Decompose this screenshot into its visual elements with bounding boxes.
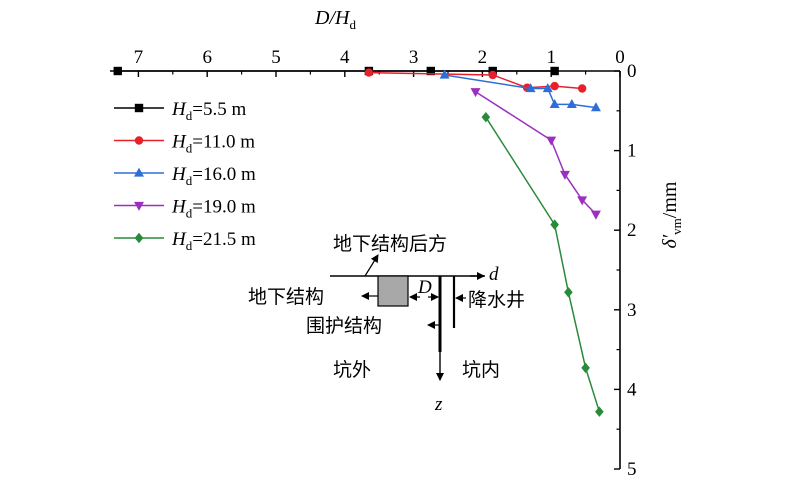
- legend-item: Hd=11.0 m: [114, 132, 255, 156]
- data-point: [488, 70, 497, 80]
- legend-label: Hd=11.0 m: [171, 132, 255, 156]
- data-point: [595, 406, 604, 417]
- series-5: [481, 111, 604, 417]
- inset-diagram: d z D 地下结构后方 地下结构 围护结构 降水井 坑外 坑内: [248, 233, 525, 415]
- legend-label: Hd=16.0 m: [171, 164, 256, 188]
- x-tick-label: 6: [202, 47, 212, 68]
- data-point: [546, 136, 557, 146]
- inset-label-outside-pit: 坑外: [333, 359, 371, 381]
- data-point: [590, 102, 601, 112]
- legend: Hd=5.5 m Hd=11.0 m Hd=16.0 m Hd=19.0 m Hd=21…: [114, 99, 256, 253]
- legend-label: Hd=5.5 m: [171, 99, 246, 123]
- x-tick-label: 4: [340, 47, 350, 68]
- y-axis-title-main: δ′: [659, 234, 681, 248]
- data-point: [364, 68, 374, 77]
- legend-marker: [134, 136, 144, 145]
- data-point: [581, 362, 590, 374]
- inset-arrow-behind-structure: [364, 254, 379, 277]
- legend-marker: [134, 201, 144, 211]
- series-3: [439, 69, 601, 112]
- legend-label: Hd=21.5 m: [171, 229, 256, 253]
- x-tick-label: 1: [546, 47, 556, 68]
- y-tick-label: 0: [627, 61, 637, 82]
- x-tick-label: 0: [615, 47, 625, 68]
- legend-item: Hd=21.5 m: [114, 229, 256, 253]
- y-axis-title-sub: vm: [669, 218, 684, 235]
- y-ticks: 0 1 2 3 4 5: [614, 61, 637, 480]
- legend-label: Hd=19.0 m: [171, 197, 256, 221]
- data-point: [426, 66, 435, 76]
- inset-label-behind-structure: 地下结构后方: [333, 233, 447, 255]
- data-point: [439, 69, 450, 79]
- inset-D-label: D: [417, 277, 432, 298]
- data-point: [577, 84, 587, 93]
- data-point: [549, 99, 560, 109]
- inset-structure-block: [377, 275, 409, 307]
- inset-label-dewatering-well: 降水井: [468, 289, 525, 311]
- inset-label-structure: 地下结构: [248, 286, 324, 308]
- y-tick-label: 3: [627, 300, 637, 321]
- inset-z-axis-label: z: [434, 394, 443, 415]
- y-tick-label: 1: [627, 141, 637, 162]
- series-line: [444, 74, 597, 109]
- data-point: [590, 210, 601, 220]
- inset-d-axis-label: d: [489, 264, 499, 285]
- legend-item: Hd=19.0 m: [114, 197, 256, 221]
- data-point: [564, 287, 573, 298]
- y-tick-label: 5: [627, 459, 637, 480]
- data-point: [470, 88, 481, 98]
- legend-marker: [134, 232, 144, 244]
- data-point: [113, 66, 122, 76]
- data-point: [566, 99, 577, 109]
- series-layer: [113, 66, 604, 417]
- legend-item: Hd=5.5 m: [114, 99, 246, 123]
- x-axis-title: D/Hd: [314, 7, 356, 32]
- x-tick-label: 5: [271, 47, 281, 68]
- x-axis-title-main: D/H: [314, 7, 351, 29]
- legend-item: Hd=16.0 m: [114, 164, 256, 188]
- x-tick-label: 7: [134, 47, 144, 68]
- y-axis-title: δ′vm/mm: [659, 181, 684, 248]
- inset-label-retaining: 围护结构: [306, 315, 382, 337]
- inset-label-inside-pit: 坑内: [462, 359, 500, 381]
- series-4: [470, 88, 601, 220]
- data-point: [550, 81, 559, 91]
- legend-marker: [134, 103, 144, 113]
- data-point: [481, 111, 491, 123]
- x-axis-title-sub: d: [349, 17, 356, 32]
- y-tick-label: 4: [627, 379, 637, 400]
- data-point: [550, 66, 559, 76]
- legend-marker: [134, 167, 144, 177]
- y-axis-title-unit: /mm: [659, 181, 681, 218]
- y-tick-label: 2: [627, 220, 637, 241]
- x-tick-label: 2: [478, 47, 488, 68]
- x-tick-label: 3: [409, 47, 419, 68]
- data-point: [577, 196, 588, 206]
- data-point: [559, 170, 570, 180]
- data-point: [542, 83, 553, 93]
- data-point: [525, 83, 536, 93]
- data-point: [550, 219, 559, 230]
